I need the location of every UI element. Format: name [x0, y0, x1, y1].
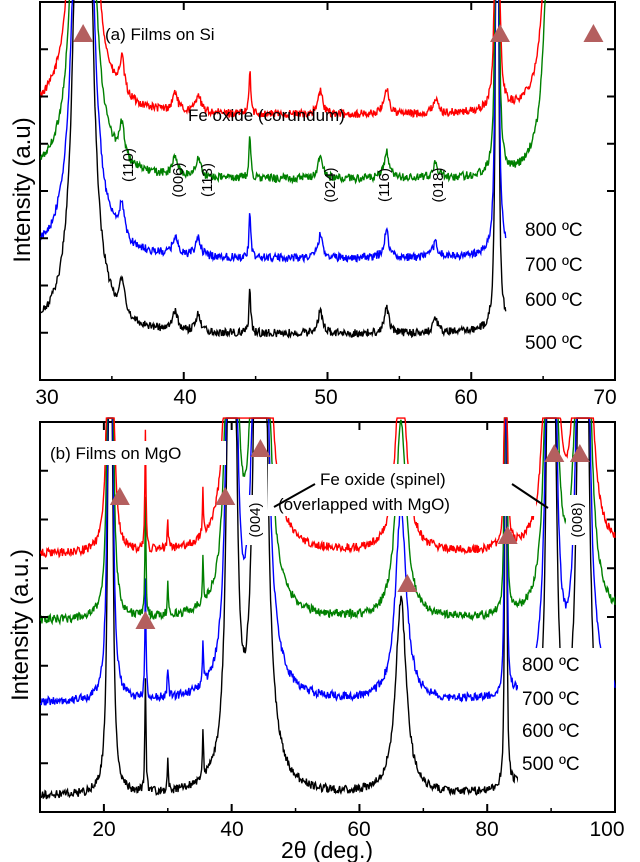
- substrate-marker-triangle: [497, 526, 518, 544]
- panel-a-series-group: [39, 0, 546, 339]
- panel-a-peak-label: (018): [430, 167, 447, 202]
- panel-a-peak-label: (116): [376, 168, 393, 202]
- panel-b-x-tick-label: 40: [220, 818, 243, 841]
- panel-b-series-label: 500 ºC: [522, 754, 580, 775]
- panel-b-legend: 800 ºC 700 ºC 600 ºC 500 ºC: [518, 648, 614, 808]
- panel-a-label: (a) Films on Si: [105, 25, 215, 44]
- panel-b-annotation-line-1: Fe oxide (spinel): [320, 470, 446, 489]
- panel-a-x-tick-labels: 30 40 50 60 70: [35, 386, 616, 409]
- panel-a-series-label: 500 ºC: [525, 333, 583, 354]
- panel-a-annotation: Fe oxide (corundum): [188, 106, 345, 125]
- substrate-marker-triangle: [135, 611, 156, 629]
- panel-a-peak-labels: (110) (006) (113) (024) (116) (018): [120, 148, 447, 202]
- substrate-marker-triangle: [569, 444, 590, 462]
- panel-b-legend-bg: [518, 648, 614, 808]
- panel-b-y-axis-label: Intensity (a.u.): [7, 549, 34, 701]
- panel-b-peak-labels: (004) (008): [244, 495, 586, 545]
- panel-b-label: (b) Films on MgO: [50, 444, 181, 463]
- panel-a-series-label: 700 ºC: [525, 255, 583, 276]
- panel-b-series-label: 700 ºC: [522, 689, 580, 710]
- substrate-marker-triangle: [544, 444, 565, 462]
- series-line: [39, 0, 543, 119]
- panel-b-annotation-leader: [511, 483, 549, 509]
- series-line: [39, 0, 546, 185]
- panel-b-x-tick-labels: 20 40 60 80 100: [92, 818, 624, 841]
- panel-b-x-tick-label: 100: [589, 818, 624, 841]
- panel-b-x-tick-label: 60: [347, 818, 370, 841]
- panel-a-x-tick-label: 50: [314, 386, 337, 409]
- substrate-marker-triangle: [215, 487, 236, 505]
- substrate-marker-triangle: [583, 24, 604, 42]
- panel-b-series-label: 600 ºC: [522, 721, 580, 742]
- panel-a-peak-label: (024): [322, 167, 339, 202]
- panel-a-x-tick-label: 30: [35, 386, 58, 409]
- substrate-marker-triangle: [490, 24, 510, 42]
- panel-b-annotation-line-2: (overlapped with MgO): [278, 495, 450, 514]
- panel-a-x-tick-label: 40: [173, 386, 196, 409]
- panel-b-peak-label: (004): [247, 502, 264, 537]
- panel-a-ticks: [39, 2, 616, 380]
- panel-b-x-axis-label: 2θ (deg.): [281, 837, 373, 862]
- panel-a-legend-bg: [518, 212, 614, 370]
- series-line: [40, 0, 507, 339]
- panel-b-annotation: Fe oxide (spinel) (overlapped with MgO): [268, 464, 549, 516]
- series-line: [39, 417, 616, 626]
- panel-a-peak-label: (110): [120, 148, 137, 182]
- panel-a-x-tick-label: 60: [454, 386, 477, 409]
- panel-a-peak-label: (006): [170, 162, 187, 197]
- panel-a-legend: 800 ºC 700 ºC 600 ºC 500 ºC: [518, 212, 614, 370]
- substrate-marker-triangle: [109, 487, 130, 505]
- substrate-marker-triangle: [73, 24, 94, 42]
- panel-b-series-label: 800 ºC: [522, 655, 580, 676]
- panel-a-x-tick-label: 70: [593, 386, 616, 409]
- panel-b-substrate-markers: [109, 439, 590, 629]
- panel-b-annotation-bg: [268, 464, 536, 516]
- panel-b-x-tick-label: 20: [92, 818, 115, 841]
- panel-b-annotation-leader: [273, 483, 316, 508]
- panel-b-peak-label: (008): [569, 502, 586, 537]
- panel-b-peak-label-bg: [244, 495, 264, 545]
- panel-b-x-tick-label: 80: [475, 818, 498, 841]
- substrate-marker-triangle: [250, 439, 271, 457]
- panel-a: (a) Films on Si Fe oxide (corundum) Inte…: [9, 0, 617, 409]
- series-line: [39, 417, 616, 559]
- panel-b: (b) Films on MgO Intensity (a.u.) Fe oxi…: [7, 417, 625, 862]
- panel-a-series-label: 800 ºC: [525, 220, 583, 241]
- substrate-marker-triangle: [397, 574, 418, 592]
- panel-a-peak-label: (113): [199, 163, 216, 197]
- panel-a-y-axis-label: Intensity (a.u): [9, 117, 36, 262]
- panel-a-substrate-markers: [73, 24, 604, 42]
- panel-b-label-bg: [48, 441, 226, 465]
- panel-b-peak-label-bg: [566, 495, 586, 545]
- series-line: [39, 0, 507, 264]
- panel-a-series-label: 600 ºC: [525, 290, 583, 311]
